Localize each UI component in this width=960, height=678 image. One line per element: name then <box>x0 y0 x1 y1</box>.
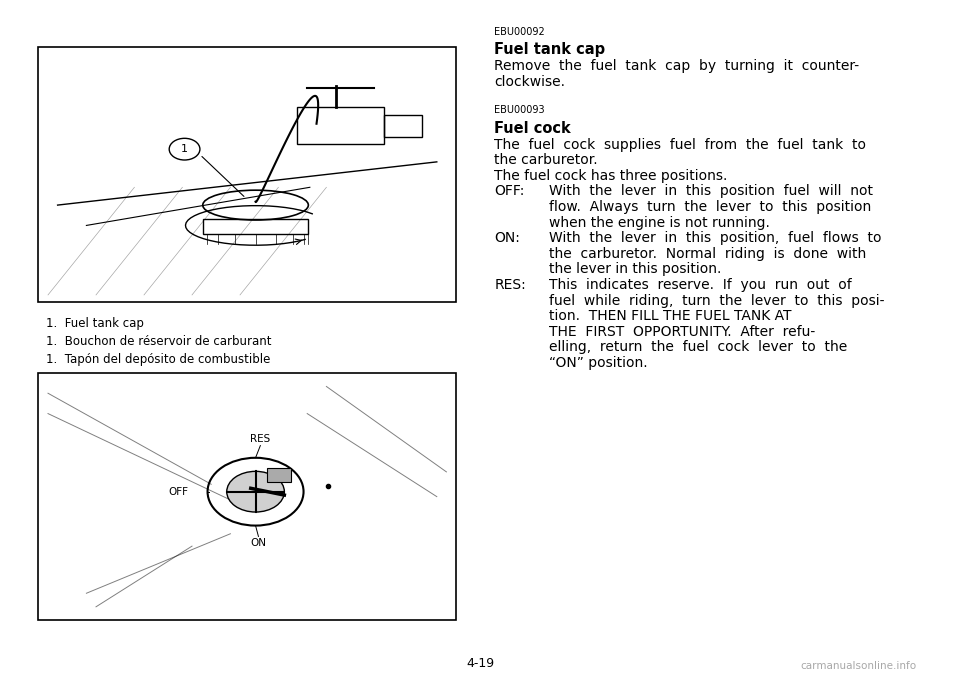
Text: clockwise.: clockwise. <box>494 75 565 89</box>
Text: EBU00092: EBU00092 <box>494 27 545 37</box>
Bar <box>38 47 456 302</box>
Text: Fuel cock: Fuel cock <box>494 121 571 136</box>
Circle shape <box>227 471 284 512</box>
Bar <box>267 468 291 481</box>
Text: carmanualsonline.info: carmanualsonline.info <box>801 661 917 671</box>
Text: OFF: OFF <box>168 487 188 497</box>
Text: RES: RES <box>251 434 271 444</box>
Text: flow.  Always  turn  the  lever  to  this  position: flow. Always turn the lever to this posi… <box>549 200 872 214</box>
Text: 4-19: 4-19 <box>466 656 494 670</box>
Text: when the engine is not running.: when the engine is not running. <box>549 216 770 230</box>
Bar <box>38 373 456 620</box>
Text: Fuel tank cap: Fuel tank cap <box>494 42 606 57</box>
Text: RES:: RES: <box>494 278 526 292</box>
Text: The fuel cock has three positions.: The fuel cock has three positions. <box>494 169 728 183</box>
Text: the lever in this position.: the lever in this position. <box>549 262 722 277</box>
Text: tion.  THEN FILL THE FUEL TANK AT: tion. THEN FILL THE FUEL TANK AT <box>549 309 792 323</box>
Bar <box>384 115 422 137</box>
Text: Remove  the  fuel  tank  cap  by  turning  it  counter-: Remove the fuel tank cap by turning it c… <box>494 59 859 73</box>
Text: fuel  while  riding,  turn  the  lever  to  this  posi-: fuel while riding, turn the lever to thi… <box>549 294 884 308</box>
Text: EBU00093: EBU00093 <box>494 105 545 115</box>
Text: With  the  lever  in  this  position  fuel  will  not: With the lever in this position fuel wil… <box>549 184 874 199</box>
Text: With  the  lever  in  this  position,  fuel  flows  to: With the lever in this position, fuel fl… <box>549 231 881 245</box>
Text: the  carburetor.  Normal  riding  is  done  with: the carburetor. Normal riding is done wi… <box>549 247 866 261</box>
Text: THE  FIRST  OPPORTUNITY.  After  refu-: THE FIRST OPPORTUNITY. After refu- <box>549 325 815 339</box>
Text: 1.  Bouchon de réservoir de carburant: 1. Bouchon de réservoir de carburant <box>46 335 272 348</box>
Text: 1.  Fuel tank cap: 1. Fuel tank cap <box>46 317 144 330</box>
Text: OFF:: OFF: <box>494 184 525 199</box>
Text: “ON” position.: “ON” position. <box>549 356 648 370</box>
Text: This  indicates  reserve.  If  you  run  out  of: This indicates reserve. If you run out o… <box>549 278 852 292</box>
Text: 1.  Tapón del depósito de combustible: 1. Tapón del depósito de combustible <box>46 353 271 366</box>
Bar <box>203 218 308 233</box>
Bar <box>298 106 384 144</box>
Text: elling,  return  the  fuel  cock  lever  to  the: elling, return the fuel cock lever to th… <box>549 340 848 355</box>
Text: The  fuel  cock  supplies  fuel  from  the  fuel  tank  to: The fuel cock supplies fuel from the fue… <box>494 138 867 152</box>
Text: ON:: ON: <box>494 231 520 245</box>
Text: ON: ON <box>251 538 267 548</box>
Text: 1: 1 <box>181 144 188 154</box>
Text: the carburetor.: the carburetor. <box>494 153 598 167</box>
